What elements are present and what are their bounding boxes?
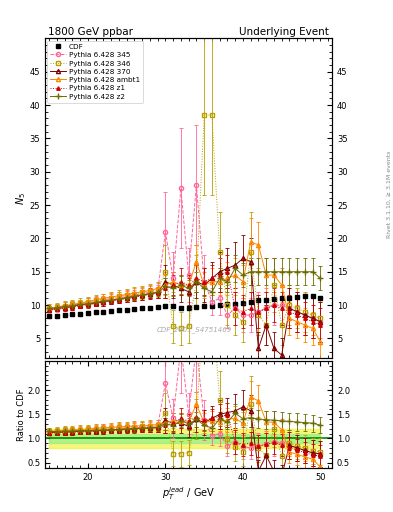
Y-axis label: Ratio to CDF: Ratio to CDF bbox=[17, 389, 26, 441]
Legend: CDF, Pythia 6.428 345, Pythia 6.428 346, Pythia 6.428 370, Pythia 6.428 ambt1, P: CDF, Pythia 6.428 345, Pythia 6.428 346,… bbox=[48, 40, 143, 102]
Text: CDF_2001_S4751469: CDF_2001_S4751469 bbox=[157, 326, 232, 333]
Text: 1800 GeV ppbar: 1800 GeV ppbar bbox=[48, 27, 133, 37]
X-axis label: $p_T^{lead}$ / GeV: $p_T^{lead}$ / GeV bbox=[162, 485, 215, 502]
Y-axis label: $N_5$: $N_5$ bbox=[15, 192, 28, 205]
Text: Rivet 3.1.10, ≥ 3.1M events: Rivet 3.1.10, ≥ 3.1M events bbox=[387, 151, 392, 238]
Text: Underlying Event: Underlying Event bbox=[239, 27, 329, 37]
